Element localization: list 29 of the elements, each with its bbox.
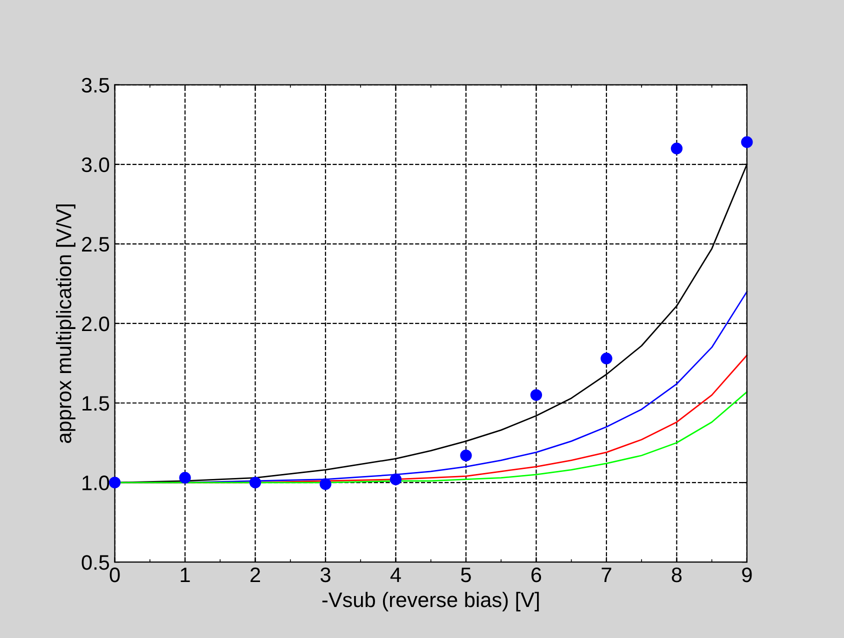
x-tick-label: 2: [250, 567, 260, 582]
x-tick-label: 3: [320, 567, 330, 582]
point: [460, 450, 472, 462]
y-tick-label: 2.5: [82, 236, 110, 252]
y-tick-label: 1.5: [82, 396, 110, 411]
x-tick-label: 5: [461, 568, 471, 582]
point: [600, 352, 612, 364]
point: [670, 142, 683, 154]
point: [530, 389, 542, 401]
x-tick-label: 1: [180, 568, 190, 582]
y-tick-label: 2.0: [82, 316, 110, 332]
x-tick-label: 0: [110, 567, 120, 582]
x-axis-title: -Vsub (reverse bias) [V]: [322, 592, 539, 612]
y-tick-label: 3.5: [82, 78, 110, 93]
x-tick-label: 6: [531, 567, 542, 582]
point: [320, 478, 332, 490]
point: [741, 136, 753, 148]
point: [108, 476, 121, 488]
x-tick-label: 7: [602, 568, 612, 582]
point: [179, 472, 191, 484]
x-tick-label: 4: [390, 568, 401, 582]
point: [249, 476, 262, 488]
y-tick-label: 3.0: [82, 157, 110, 172]
x-tick-label: 8: [672, 567, 682, 582]
point: [390, 474, 402, 486]
x-tick-label: 9: [742, 567, 752, 582]
y-tick-label: 0.5: [82, 555, 110, 570]
y-tick-label: 1.0: [82, 476, 110, 490]
y-axis-title: approx multiplication [V/V]: [56, 204, 76, 443]
